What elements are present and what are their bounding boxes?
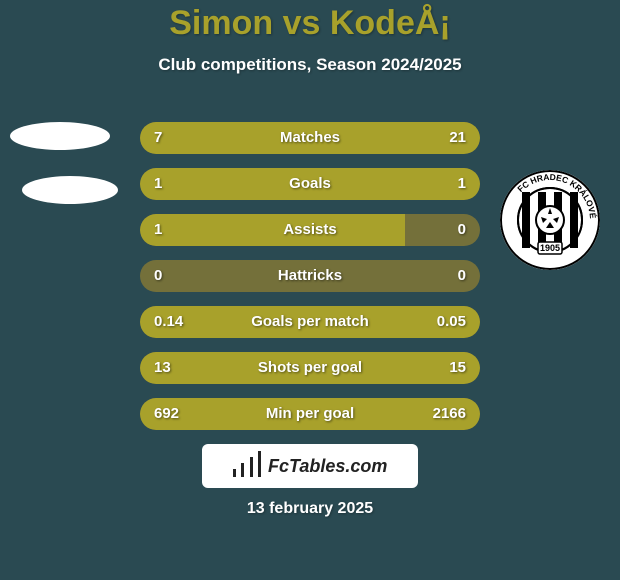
decorative-ellipse (10, 122, 110, 150)
stat-row: 692Min per goal2166 (140, 398, 480, 430)
stat-label: Matches (140, 122, 480, 154)
stat-row: 13Shots per goal15 (140, 352, 480, 384)
date-label: 13 february 2025 (0, 500, 620, 518)
stat-label: Min per goal (140, 398, 480, 430)
stat-row: 0.14Goals per match0.05 (140, 306, 480, 338)
page-title: Simon vs KodeÅ¡ (0, 0, 620, 43)
stat-label: Goals (140, 168, 480, 200)
stat-value-right: 2166 (433, 398, 466, 430)
stat-row: 0Hattricks0 (140, 260, 480, 292)
stat-value-right: 0 (458, 260, 466, 292)
stat-value-right: 0 (458, 214, 466, 246)
stats-container: 7Matches211Goals11Assists00Hattricks00.1… (140, 122, 480, 444)
stat-label: Hattricks (140, 260, 480, 292)
subtitle: Club competitions, Season 2024/2025 (0, 55, 620, 75)
decorative-ellipse (22, 176, 118, 204)
stat-value-right: 0.05 (437, 306, 466, 338)
stat-label: Assists (140, 214, 480, 246)
stat-row: 1Assists0 (140, 214, 480, 246)
source-badge-text: FcTables.com (268, 456, 387, 477)
source-badge: FcTables.com (202, 444, 418, 488)
stat-row: 7Matches21 (140, 122, 480, 154)
stat-label: Goals per match (140, 306, 480, 338)
stat-value-right: 15 (449, 352, 466, 384)
comparison-card: Simon vs KodeÅ¡ Club competitions, Seaso… (0, 0, 620, 580)
stat-row: 1Goals1 (140, 168, 480, 200)
crest-svg: FC HRADEC KRÁLOVÉ 1905 (500, 170, 600, 270)
crest-year: 1905 (540, 243, 560, 253)
club-crest: FC HRADEC KRÁLOVÉ 1905 (500, 170, 600, 270)
stat-value-right: 21 (449, 122, 466, 154)
stat-value-right: 1 (458, 168, 466, 200)
fctables-logo-icon (233, 451, 262, 482)
stat-label: Shots per goal (140, 352, 480, 384)
